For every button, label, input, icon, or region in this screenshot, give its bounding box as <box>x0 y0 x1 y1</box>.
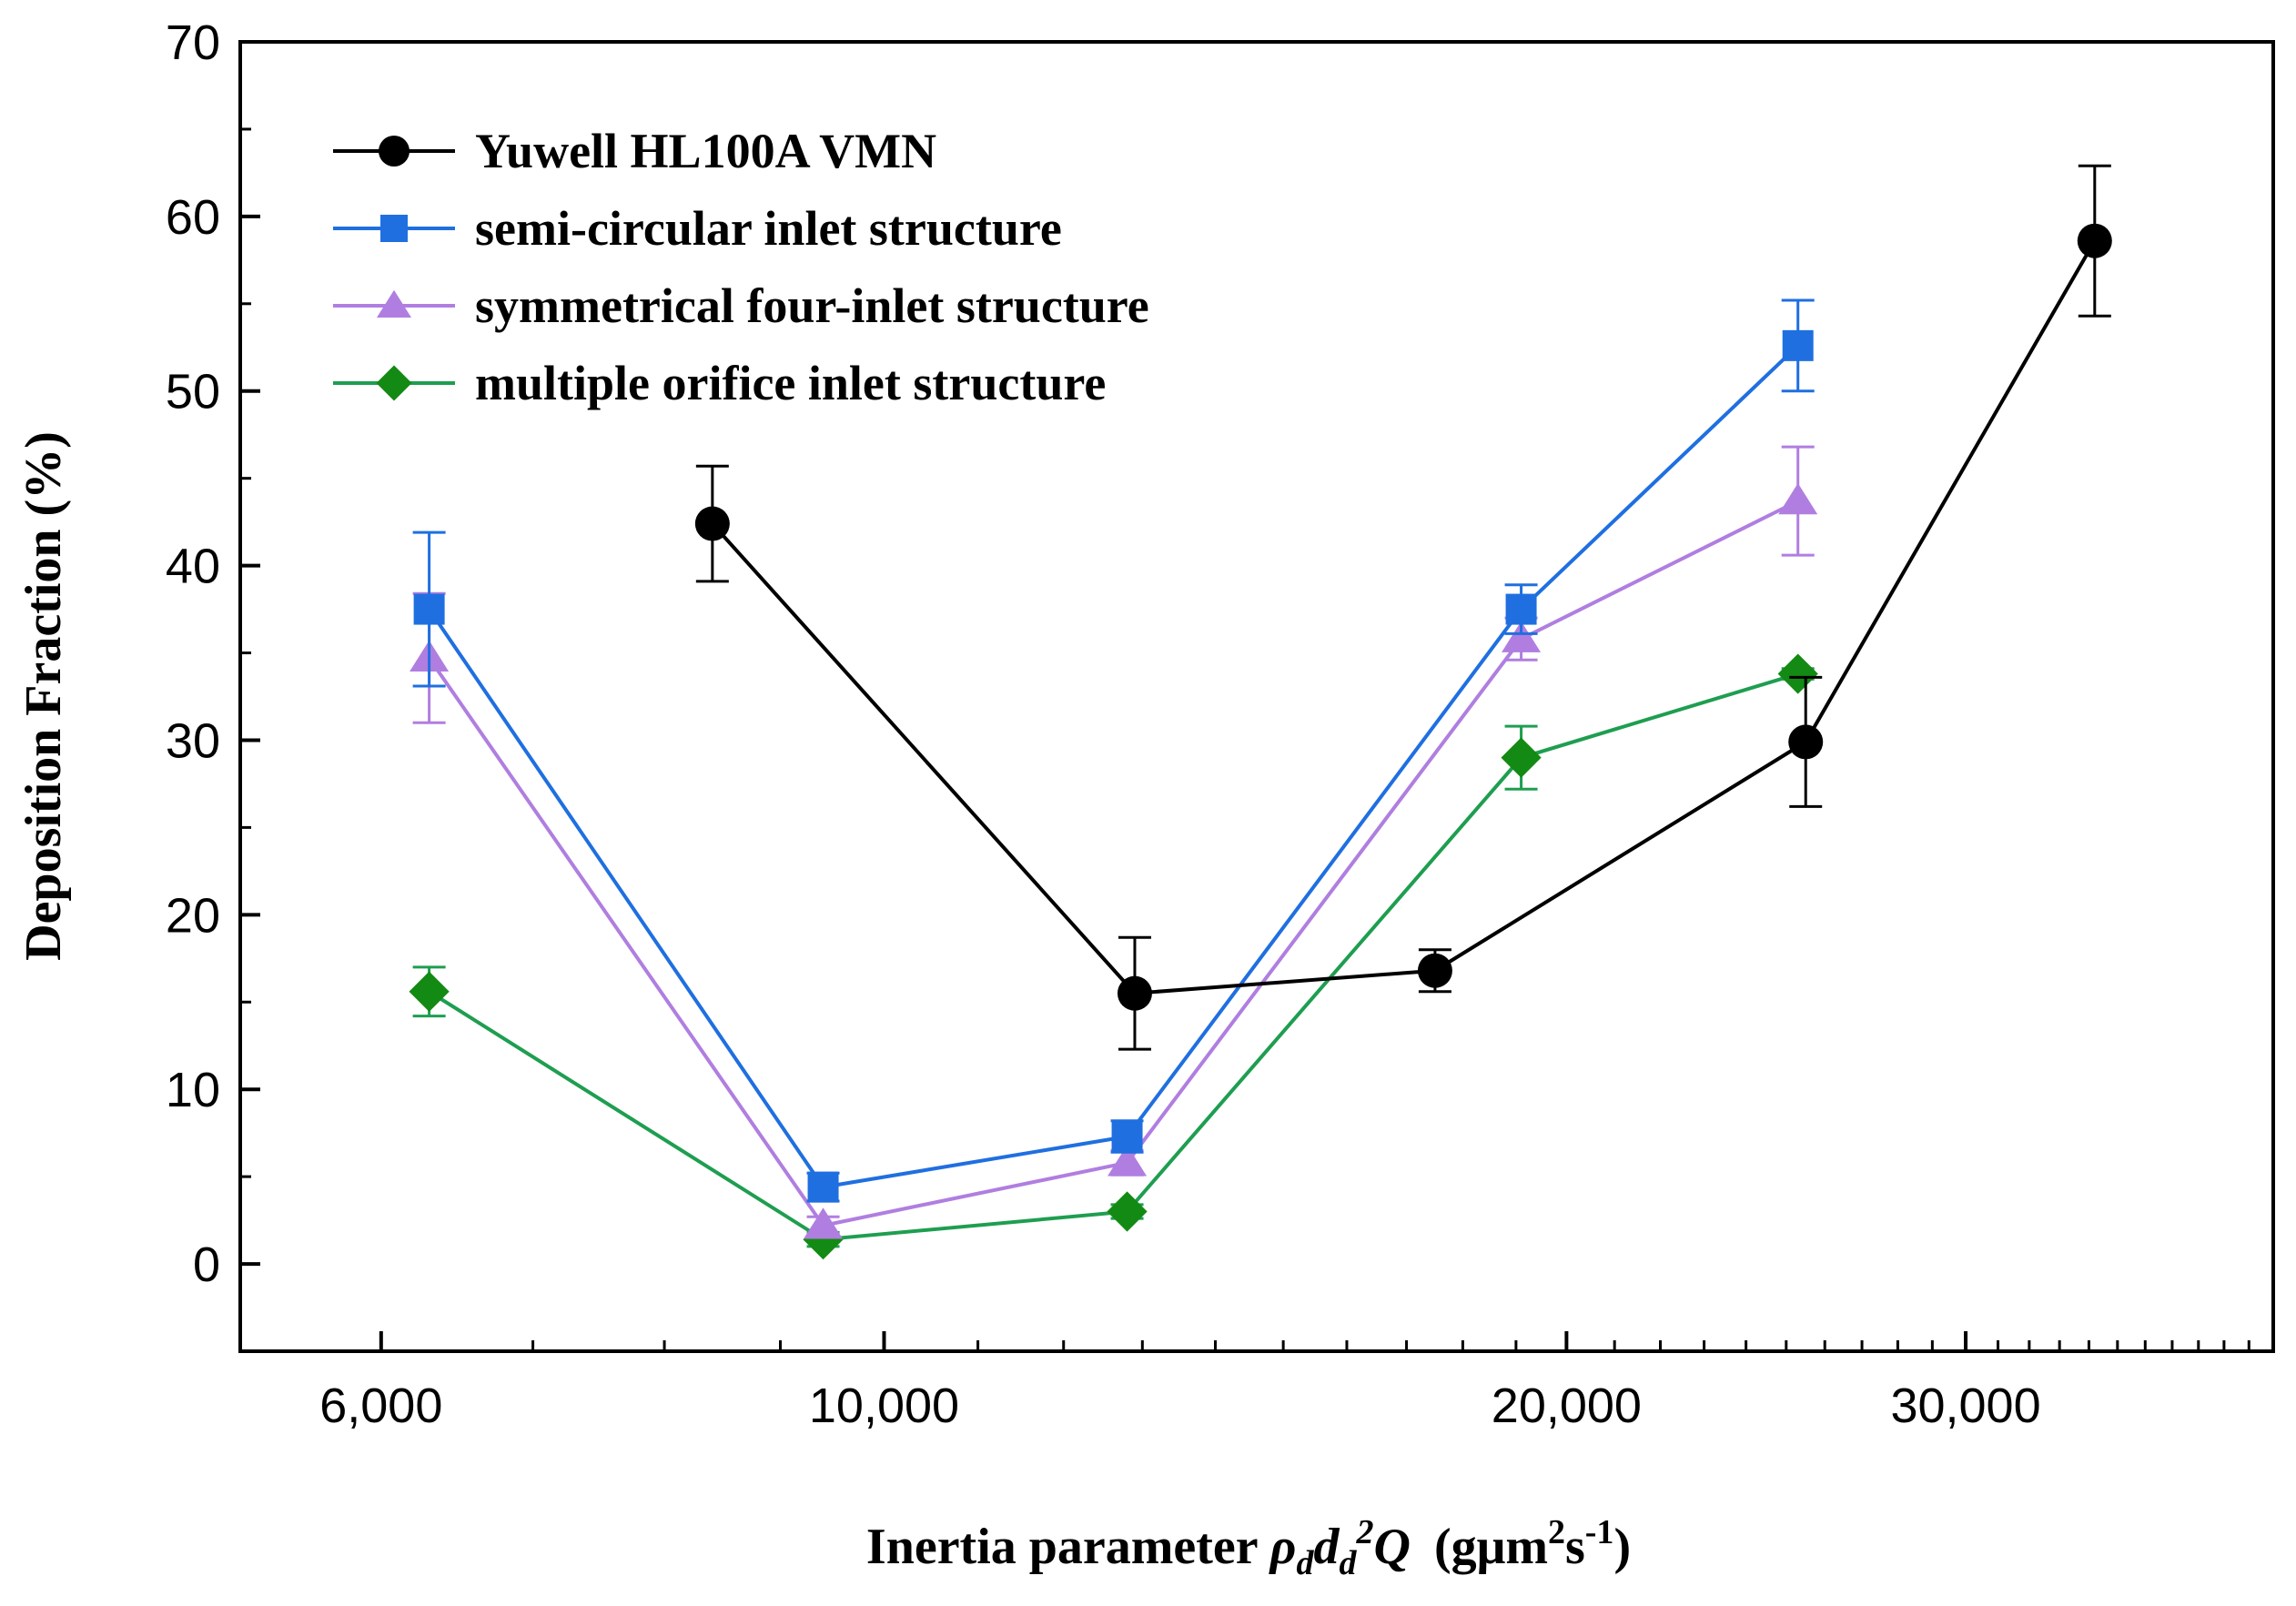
data-point <box>1505 593 1537 625</box>
series-1 <box>412 298 1815 1203</box>
data-point <box>807 1171 839 1203</box>
legend-label: symmetrical four-inlet structure <box>475 278 1149 333</box>
data-point <box>1117 975 1152 1011</box>
data-point <box>1111 1121 1143 1153</box>
y-tick-label: 30 <box>166 713 220 768</box>
y-tick-label: 40 <box>166 540 220 594</box>
x-axis-title-unit-exp2: -1 <box>1585 1513 1614 1551</box>
plot-frame <box>238 40 2275 1353</box>
data-point <box>1782 329 1814 361</box>
x-axis-title-q: Q <box>1373 1519 1410 1575</box>
x-tick-label: 6,000 <box>319 1379 442 1433</box>
x-axis-title-unit-s: s <box>1565 1519 1585 1575</box>
y-tick-label: 70 <box>166 15 220 70</box>
x-axis-title-sub2: d <box>1339 1544 1357 1582</box>
series-layer <box>409 164 2112 1260</box>
y-tick-label: 60 <box>166 190 220 245</box>
legend-marker <box>379 136 410 167</box>
y-tick-label: 50 <box>166 365 220 419</box>
series-line <box>427 344 1800 1189</box>
data-point <box>409 971 450 1012</box>
x-axis-title-unit-open: (gμm <box>1434 1519 1548 1575</box>
x-axis-title-sub: d <box>1296 1544 1314 1582</box>
data-point <box>1108 1145 1148 1177</box>
x-tick-label: 30,000 <box>1890 1379 2040 1433</box>
data-point <box>1502 621 1542 652</box>
x-axis-title-unit-exp1: 2 <box>1548 1513 1565 1551</box>
data-point <box>1778 483 1818 515</box>
legend: Yuwell HL100A VMN semi-circular inlet str… <box>333 124 1149 410</box>
series-line <box>711 239 2097 995</box>
series-3 <box>409 653 1818 1260</box>
data-point <box>1107 1191 1148 1232</box>
series-line <box>427 499 1799 1228</box>
x-axis-title-d: d <box>1313 1519 1340 1575</box>
y-tick-label: 10 <box>166 1063 220 1117</box>
y-tick-label: 20 <box>166 888 220 943</box>
x-axis-title-prefix: Inertia parameter <box>866 1519 1270 1575</box>
data-point <box>413 593 445 625</box>
legend-label: multiple orifice inlet structure <box>475 356 1106 410</box>
x-axis-title: Inertia parameter ρddd2Q (gμm2s-1) <box>866 1513 1631 1582</box>
x-axis-title-unit-close: ) <box>1613 1519 1631 1575</box>
x-axis-title-rho: ρ <box>1269 1519 1297 1575</box>
data-point <box>2077 223 2112 258</box>
x-axis-title-exp: 2 <box>1355 1513 1373 1551</box>
data-point <box>1788 724 1824 760</box>
data-point <box>1417 953 1452 988</box>
x-tick-label: 10,000 <box>809 1379 959 1433</box>
y-axis-title: Deposition Fraction (%) <box>15 431 72 961</box>
legend-label: semi-circular inlet structure <box>475 201 1062 256</box>
legend-label: Yuwell HL100A VMN <box>475 124 936 178</box>
legend-marker <box>376 365 412 401</box>
series-0 <box>694 164 2112 1051</box>
x-tick-label: 20,000 <box>1492 1379 1642 1433</box>
data-point <box>1777 653 1818 694</box>
data-point <box>1501 737 1542 778</box>
legend-marker <box>380 215 408 242</box>
data-point <box>694 506 730 541</box>
legend-marker <box>377 289 411 318</box>
y-tick-label: 0 <box>193 1237 220 1292</box>
axis-ticks: 0 10 20 30 40 50 60 70 6,000 10,000 20,000 30,000 <box>166 15 2250 1433</box>
data-point <box>803 1219 844 1260</box>
data-point <box>804 1207 844 1239</box>
